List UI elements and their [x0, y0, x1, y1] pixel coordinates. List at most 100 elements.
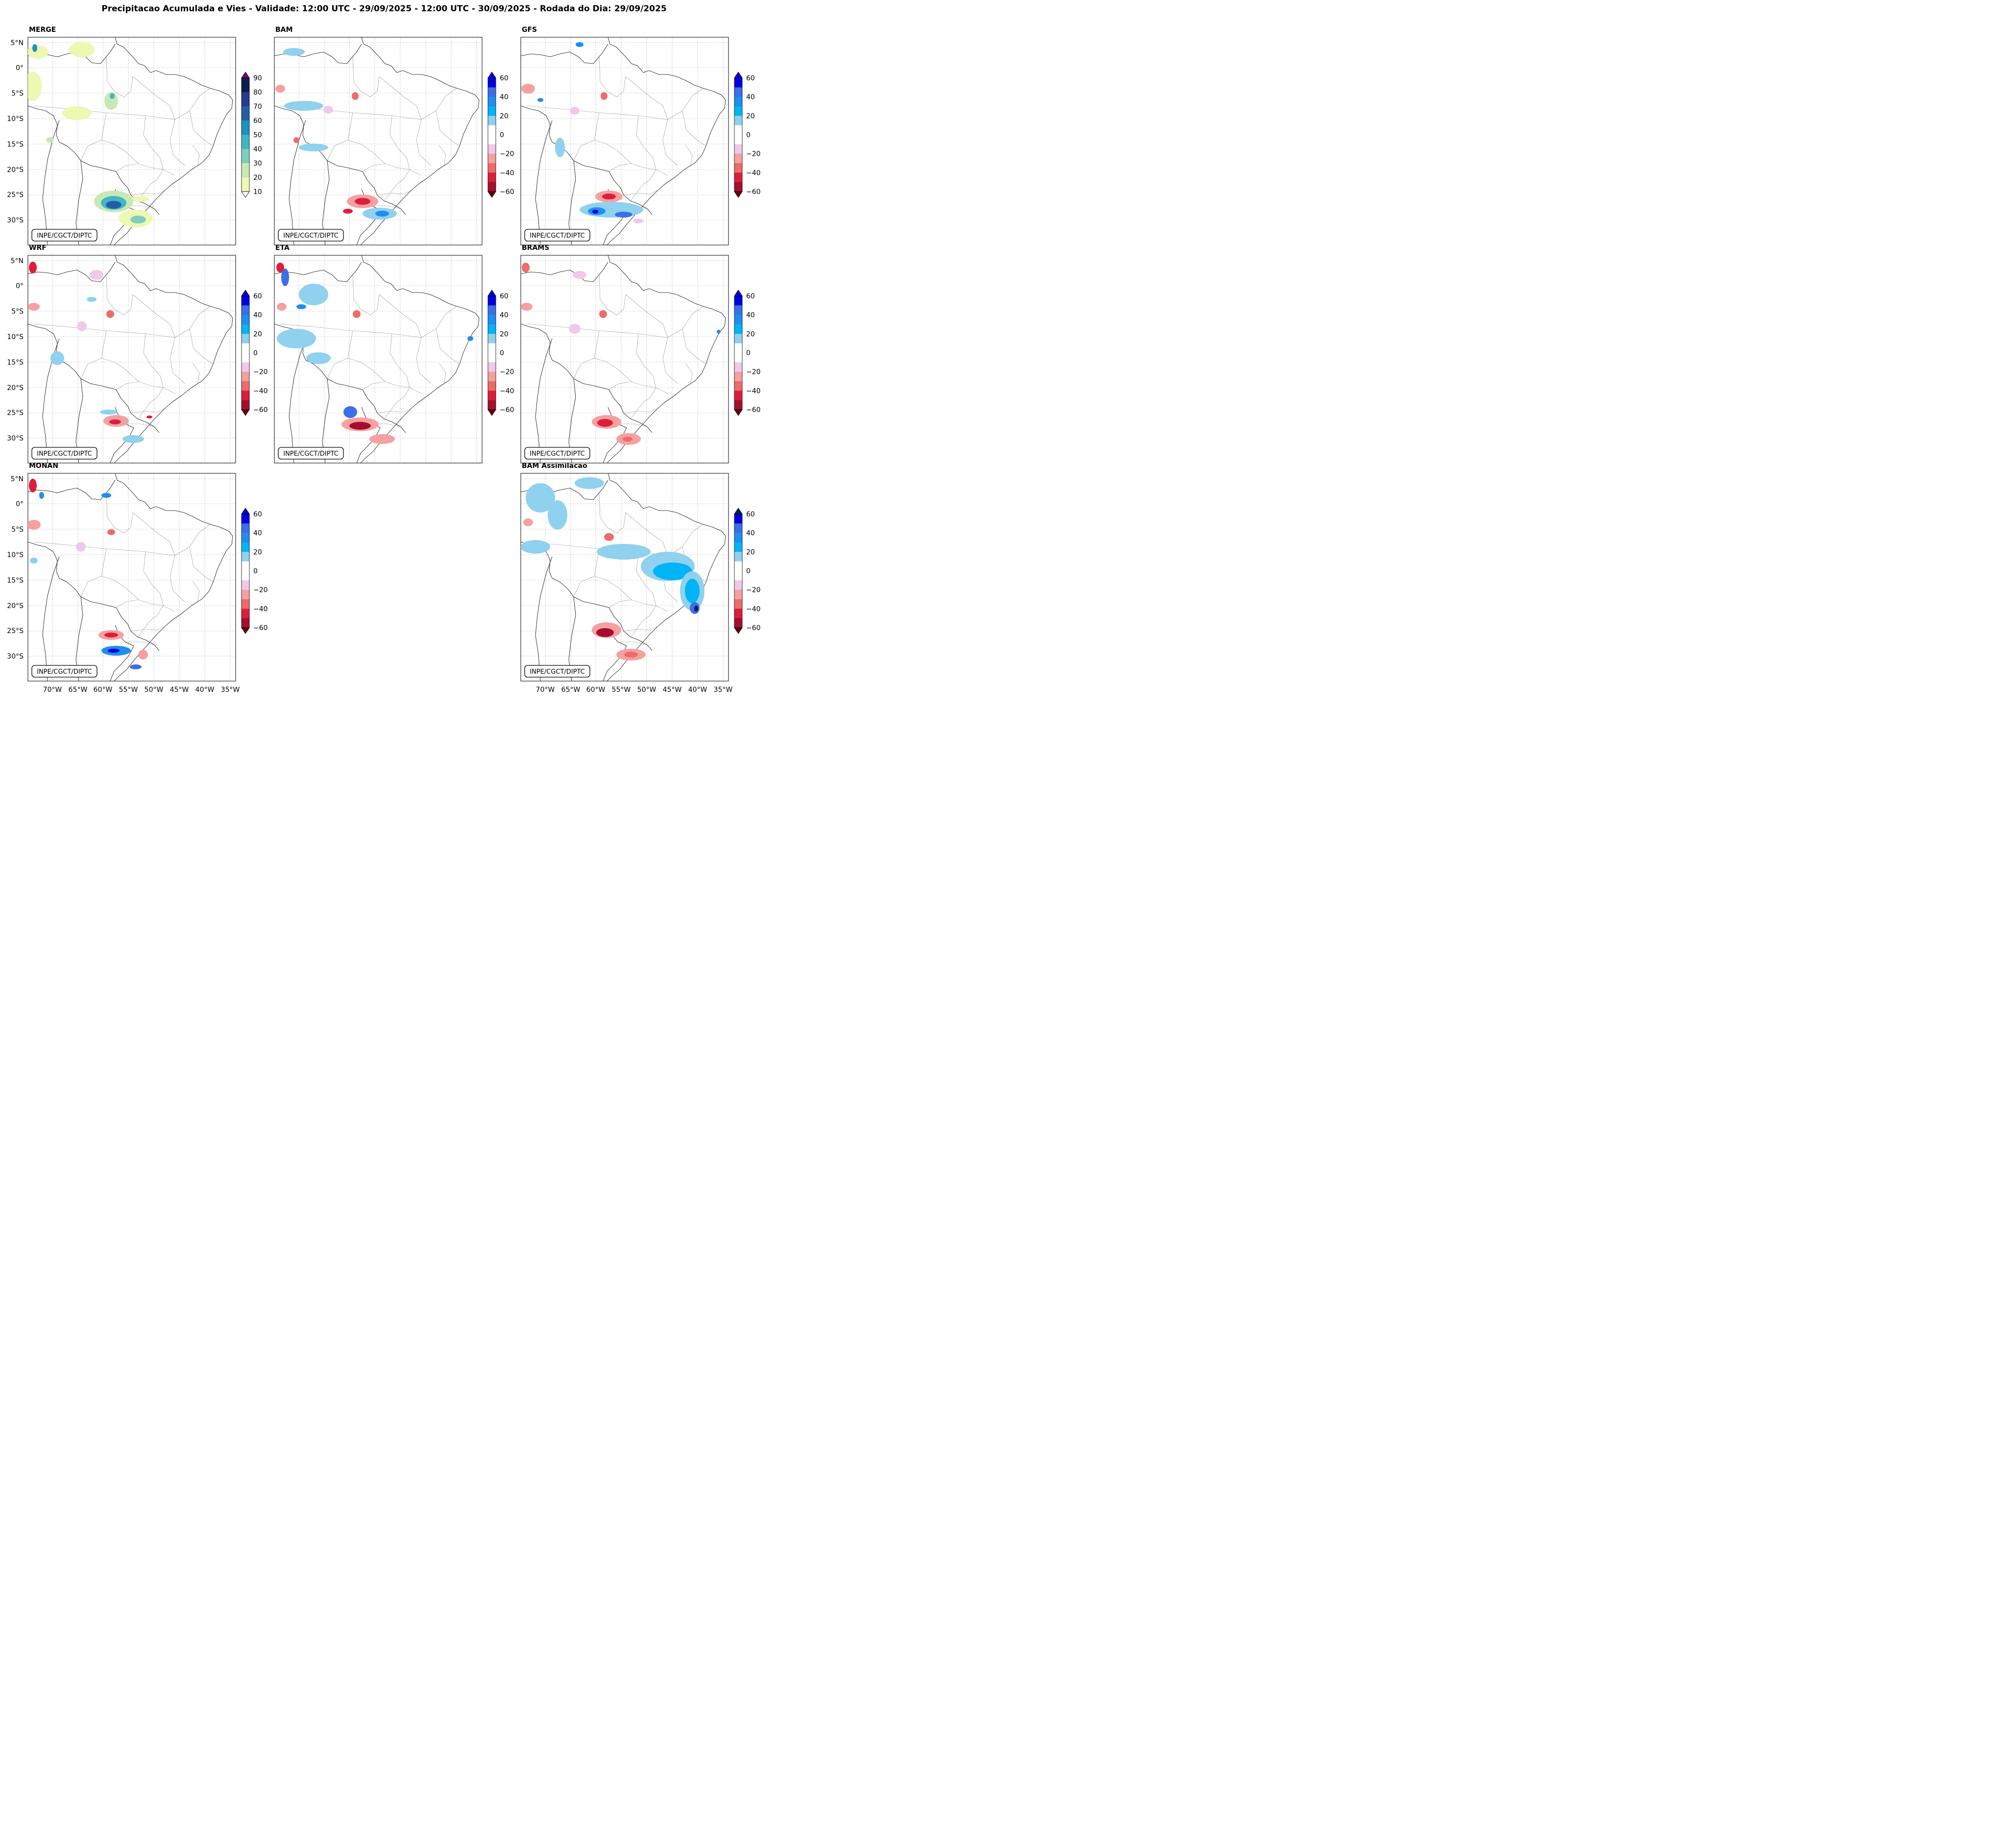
colorbar-tick: 60: [253, 293, 262, 300]
colorbar-segment: [242, 580, 249, 590]
colorbar-segment: [734, 182, 742, 192]
colorbar-segment: [242, 571, 249, 581]
lon-axis-bam-assim: 70°W 65°W 60°W 55°W 50°W 45°W 40°W 35°W: [536, 686, 733, 694]
colorbar-tick: 0: [500, 349, 504, 357]
colorbar-tick: −20: [500, 150, 514, 158]
colorbar-under-cap: [241, 627, 250, 634]
lon-tick: 35°W: [714, 686, 733, 694]
colorbar-tick: 60: [500, 74, 509, 82]
lat-tick: 25°S: [7, 409, 24, 417]
colorbar-segment: [488, 371, 496, 382]
colorbar-segment: [734, 523, 742, 534]
colorbar-segment: [242, 542, 249, 552]
colorbar-over-cap: [241, 290, 250, 296]
colorbar-precip-over-cap: [241, 72, 250, 78]
colorbar-segment: [734, 400, 742, 410]
lon-tick: 55°W: [612, 686, 631, 694]
colorbar-frame: [241, 295, 250, 410]
svg-text:INPE/CGCT/DIPTC: INPE/CGCT/DIPTC: [530, 232, 584, 240]
colorbar-tick: 60: [746, 511, 755, 518]
colorbar-segment: [734, 305, 742, 316]
figure-title: Precipitacao Acumulada e Vies - Validade…: [101, 4, 667, 14]
colorbar-segment: [488, 135, 496, 145]
colorbar-segment: [488, 144, 496, 154]
colorbar-bias-bam-assim: 60 40 20 0 −20 −40 −60: [734, 508, 761, 634]
colorbar-segment: [734, 561, 742, 571]
colorbar-tick: 40: [253, 312, 262, 319]
lon-tick: 70°W: [43, 686, 62, 694]
map-panel-eta: [274, 255, 483, 464]
colorbar-tick: −20: [746, 150, 761, 158]
lat-tick: 0°: [16, 282, 24, 290]
colorbar-tick: 40: [253, 530, 262, 538]
colorbar-tick: −20: [253, 587, 268, 594]
colorbar-segment: [242, 400, 249, 410]
colorbar-segment: [242, 609, 249, 619]
colorbar-frame: [734, 295, 743, 410]
colorbar-segment: [488, 296, 496, 306]
colorbar-tick: 0: [253, 349, 258, 357]
colorbar-segment: [488, 153, 496, 164]
colorbar-segment: [734, 334, 742, 344]
colorbar-segment: [734, 144, 742, 154]
colorbar-segment: [242, 589, 249, 600]
colorbar-segment: [488, 381, 496, 391]
colorbar-tick: 40: [746, 530, 755, 538]
colorbar-tick: 30: [253, 160, 262, 168]
colorbar-segment: [242, 371, 249, 382]
colorbar-segment: [488, 400, 496, 410]
colorbar-bias-wrf: 60 40 20 0 −20 −40 −60: [241, 290, 268, 416]
lon-axis-monan: 70°W 65°W 60°W 55°W 50°W 45°W 40°W 35°W: [43, 686, 240, 694]
svg-text:INPE/CGCT/DIPTC: INPE/CGCT/DIPTC: [530, 668, 584, 676]
colorbar-segment: [242, 599, 249, 609]
colorbar-under-cap: [241, 409, 250, 416]
credit-box-eta: INPE/CGCT/DIPTC: [278, 447, 344, 460]
colorbar-segment: [242, 618, 249, 628]
colorbar-bias-bam: 60 40 20 0 −20 −40 −60: [487, 72, 514, 198]
colorbar-segment: [488, 182, 496, 192]
lat-tick: 20°S: [7, 384, 24, 392]
credit-box-gfs: INPE/CGCT/DIPTC: [524, 229, 590, 242]
lon-tick: 60°W: [94, 686, 113, 694]
colorbar-tick: −20: [253, 368, 268, 376]
colorbar-segment: [734, 580, 742, 590]
colorbar-tick: −60: [253, 406, 268, 414]
colorbar-segment: [734, 552, 742, 562]
svg-text:INPE/CGCT/DIPTC: INPE/CGCT/DIPTC: [37, 232, 92, 240]
colorbar-tick: −40: [253, 605, 268, 613]
colorbar-tick: 40: [746, 94, 755, 101]
colorbar-tick: 60: [253, 511, 262, 518]
colorbar-segment: [242, 523, 249, 534]
colorbar-bias-gfs: 60 40 20 0 −20 −40 −60: [734, 72, 761, 198]
lon-tick: 50°W: [145, 686, 164, 694]
colorbar-segment: [734, 618, 742, 628]
colorbar-tick: 90: [253, 74, 262, 82]
colorbar-over-cap: [487, 290, 496, 296]
colorbar-tick: −40: [253, 387, 268, 395]
lat-tick: 30°S: [7, 217, 24, 224]
colorbar-tick: 60: [746, 74, 755, 82]
colorbar-segment: [242, 391, 249, 401]
credit-box-merge: INPE/CGCT/DIPTC: [31, 229, 97, 242]
colorbar-segment: [734, 599, 742, 609]
lon-tick: 50°W: [637, 686, 656, 694]
colorbar-bias-monan: 60 40 20 0 −20 −40 −60: [241, 508, 268, 634]
colorbar-segment: [242, 92, 249, 107]
colorbar-segment: [734, 296, 742, 306]
colorbar-segment: [242, 514, 249, 524]
colorbar-tick: −40: [500, 387, 514, 395]
lat-tick: 5°N: [11, 257, 24, 265]
colorbar-tick: 20: [746, 548, 755, 556]
lat-tick: 10°S: [7, 333, 24, 341]
colorbar-segment: [488, 362, 496, 372]
colorbar-segment: [488, 163, 496, 173]
lon-tick: 70°W: [536, 686, 555, 694]
colorbar-segment: [242, 106, 249, 121]
colorbar-segment: [734, 343, 742, 353]
panel-title-merge: MERGE: [29, 26, 56, 34]
bias-field-eta: [276, 263, 473, 444]
colorbar-tick: 20: [253, 548, 262, 556]
colorbar-segment: [242, 296, 249, 306]
colorbar-segment: [734, 362, 742, 372]
panel-title-bam-assim: BAM Assimilacao: [522, 462, 587, 470]
